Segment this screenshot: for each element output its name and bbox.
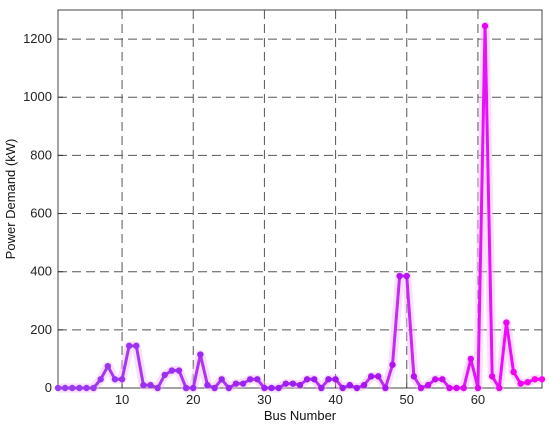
series-line-path	[58, 24, 542, 390]
data-point	[239, 380, 247, 387]
y-tick-label: 800	[30, 147, 52, 162]
series-glow	[58, 21, 542, 393]
data-point	[460, 384, 467, 392]
data-point	[510, 368, 517, 376]
y-tick-label: 600	[30, 206, 52, 221]
data-point	[182, 384, 190, 392]
x-tick-label: 60	[471, 392, 485, 407]
data-point	[503, 319, 510, 326]
data-point	[424, 381, 432, 389]
data-point	[325, 376, 332, 383]
data-point	[61, 384, 69, 392]
y-tick-label: 400	[30, 264, 52, 279]
data-point	[54, 384, 62, 392]
data-point	[175, 367, 183, 374]
data-point	[69, 384, 76, 392]
y-tick-label: 1200	[23, 31, 52, 46]
data-point	[204, 381, 211, 389]
data-point	[154, 384, 161, 392]
data-point	[275, 384, 282, 392]
data-point	[467, 355, 475, 363]
data-point	[332, 376, 339, 383]
data-point	[353, 384, 361, 392]
data-point	[375, 373, 382, 380]
data-point	[417, 384, 425, 392]
y-axis-label: Power Demand (kW)	[3, 139, 18, 260]
data-point	[254, 376, 261, 383]
grid	[58, 10, 542, 388]
data-point	[318, 384, 325, 392]
data-point	[453, 384, 460, 392]
data-point	[268, 384, 275, 392]
y-tick-label: 0	[45, 380, 52, 395]
data-point	[133, 342, 140, 350]
data-point	[410, 373, 418, 380]
series-glow-path	[58, 21, 542, 393]
data-point	[439, 376, 446, 383]
data-point	[190, 384, 197, 392]
data-point	[211, 384, 218, 392]
axis-ticks: 0 200 400 600 800 1000 1200 10 20 30 40 50 60	[23, 31, 485, 407]
x-tick-label: 40	[328, 392, 342, 407]
data-point	[83, 384, 90, 392]
x-tick-label: 50	[400, 392, 414, 407]
data-point	[488, 373, 496, 380]
data-point	[382, 384, 389, 392]
data-point	[118, 376, 126, 383]
data-point	[97, 376, 104, 383]
data-point	[90, 384, 97, 392]
data-point	[531, 376, 539, 383]
data-point	[517, 380, 524, 387]
data-point	[232, 380, 240, 387]
data-point	[225, 384, 233, 392]
data-point	[104, 362, 112, 370]
data-point	[161, 371, 168, 379]
data-point	[303, 376, 311, 383]
data-point	[289, 380, 297, 387]
data-point	[261, 384, 268, 392]
data-point	[403, 272, 410, 280]
data-point	[111, 376, 119, 383]
series-points	[54, 22, 546, 392]
data-point	[282, 380, 289, 387]
x-tick-label: 30	[257, 392, 271, 407]
data-point	[346, 381, 354, 389]
data-point	[524, 378, 531, 386]
data-point	[339, 384, 346, 392]
data-point	[311, 376, 318, 383]
data-point	[432, 376, 439, 383]
data-point	[147, 381, 154, 389]
data-point	[496, 384, 503, 392]
data-point	[538, 376, 546, 383]
x-tick-label: 10	[115, 392, 129, 407]
x-tick-label: 20	[186, 392, 200, 407]
y-tick-label: 1000	[23, 89, 52, 104]
data-point	[168, 367, 176, 374]
data-point	[389, 361, 396, 368]
series-line	[58, 24, 542, 390]
x-axis-label: Bus Number	[264, 408, 337, 423]
data-point	[481, 22, 489, 30]
data-point	[125, 342, 133, 350]
data-point	[446, 384, 453, 392]
data-point	[246, 376, 254, 383]
plot-frame	[57, 9, 543, 389]
data-point	[218, 376, 225, 383]
data-point	[140, 381, 147, 389]
data-point	[76, 384, 83, 392]
data-point	[474, 384, 482, 392]
data-point	[360, 381, 368, 389]
data-point	[197, 351, 204, 358]
data-point	[296, 381, 304, 389]
data-point	[396, 272, 403, 280]
data-point	[367, 373, 375, 380]
y-tick-label: 200	[30, 322, 52, 337]
